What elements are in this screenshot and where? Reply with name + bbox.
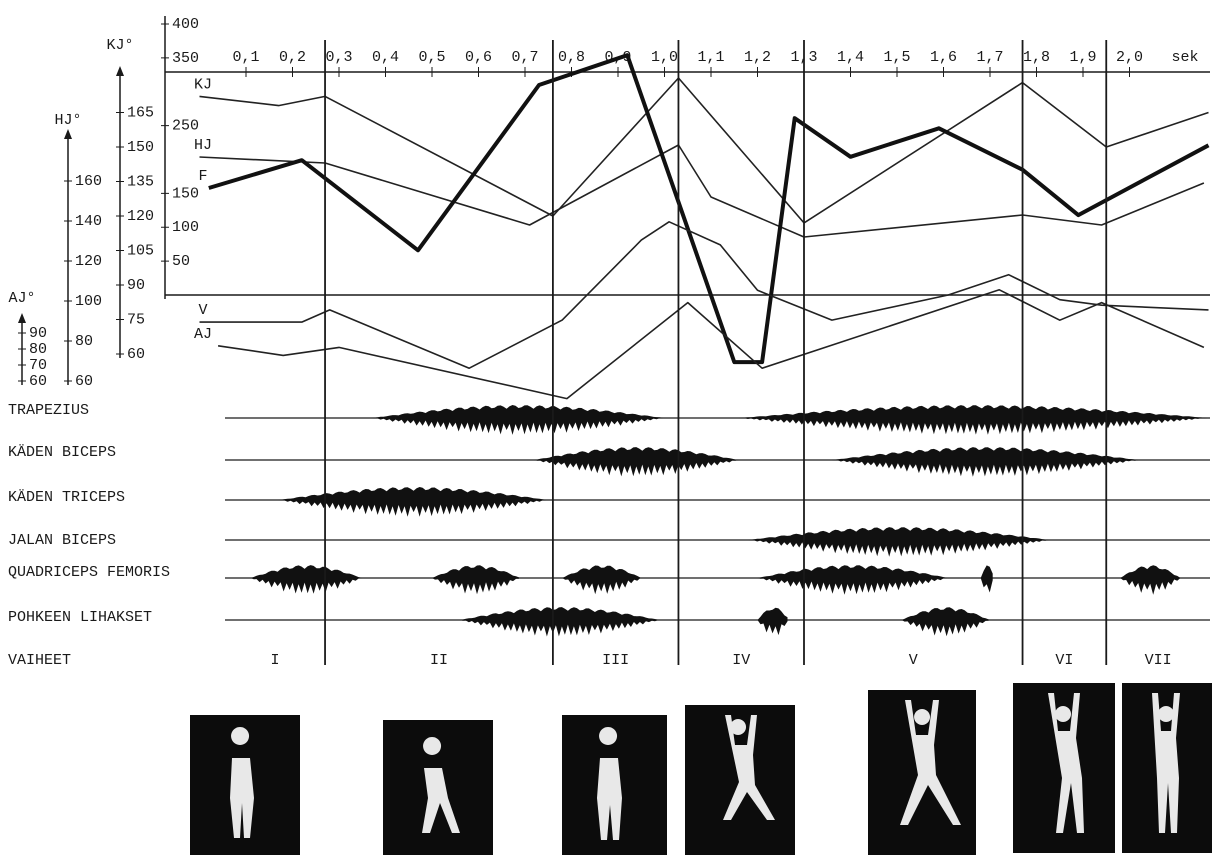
emg-burst bbox=[562, 566, 640, 595]
x-unit: sek bbox=[1171, 49, 1198, 66]
emg-burst bbox=[758, 565, 947, 595]
emg-burst bbox=[748, 527, 1048, 557]
x-tick-label: 1,7 bbox=[976, 49, 1003, 66]
emg-burst bbox=[739, 405, 1207, 435]
emg-label: POHKEEN LIHAKSET bbox=[8, 609, 152, 626]
x-tick-label: 0,4 bbox=[372, 49, 399, 66]
y-tick-label: 120 bbox=[127, 208, 154, 225]
x-tick-label: 1,6 bbox=[930, 49, 957, 66]
emg-burst bbox=[279, 487, 546, 517]
y-tick-label: 100 bbox=[172, 219, 199, 236]
series-line bbox=[209, 55, 1209, 362]
x-tick-label: 0,1 bbox=[232, 49, 259, 66]
emg-burst bbox=[832, 447, 1138, 477]
y-tick-label: 250 bbox=[172, 118, 199, 135]
x-tick-label: 1,2 bbox=[744, 49, 771, 66]
x-tick-label: 1,1 bbox=[697, 49, 724, 66]
y-axis-label: HJ° bbox=[54, 112, 81, 129]
y-tick-label: 60 bbox=[75, 373, 93, 390]
x-tick-label: 1,5 bbox=[883, 49, 910, 66]
phase-label: IV bbox=[732, 652, 750, 669]
y-tick-label: 90 bbox=[127, 277, 145, 294]
series-line bbox=[200, 78, 1209, 223]
y-tick-label: 60 bbox=[127, 346, 145, 363]
emg-label: TRAPEZIUS bbox=[8, 402, 89, 419]
y-tick-label: 75 bbox=[127, 311, 145, 328]
series-label: HJ bbox=[194, 137, 212, 154]
y-tick-label: 120 bbox=[75, 253, 102, 270]
phase-label: VI bbox=[1055, 652, 1073, 669]
x-tick-label: 1,4 bbox=[837, 49, 864, 66]
y-tick-label: 150 bbox=[172, 185, 199, 202]
y-tick-label: 60 bbox=[29, 373, 47, 390]
x-tick-label: 0,6 bbox=[465, 49, 492, 66]
x-tick-label: 0,3 bbox=[325, 49, 352, 66]
emg-burst bbox=[432, 565, 519, 594]
x-tick-label: 0,7 bbox=[511, 49, 538, 66]
y-tick-label: 100 bbox=[75, 293, 102, 310]
series-label: F bbox=[198, 168, 207, 185]
emg-label: QUADRICEPS FEMORIS bbox=[8, 564, 170, 581]
phase-label: II bbox=[430, 652, 448, 669]
x-tick-label: 0,2 bbox=[279, 49, 306, 66]
y-tick-label: 350 bbox=[172, 50, 199, 67]
y-tick-label: 150 bbox=[127, 139, 154, 156]
y-axis-label: KJ° bbox=[106, 37, 133, 54]
emg-burst bbox=[372, 405, 663, 435]
phase-title: VAIHEET bbox=[8, 652, 71, 669]
axis-arrow bbox=[116, 66, 124, 76]
phase-label: VII bbox=[1145, 652, 1172, 669]
x-tick-label: 2,0 bbox=[1116, 49, 1143, 66]
series-label: AJ bbox=[194, 326, 212, 343]
x-tick-label: 1,0 bbox=[651, 49, 678, 66]
x-tick-label: 0,8 bbox=[558, 49, 585, 66]
y-axis-label: AJ° bbox=[8, 290, 35, 307]
axis-arrow bbox=[64, 129, 72, 139]
x-tick-label: 0,5 bbox=[418, 49, 445, 66]
y-tick-label: 160 bbox=[75, 173, 102, 190]
y-tick-label: 70 bbox=[29, 357, 47, 374]
y-tick-label: 105 bbox=[127, 242, 154, 259]
y-tick-label: 135 bbox=[127, 173, 154, 190]
page: 0,10,20,30,40,50,60,70,80,91,01,11,21,31… bbox=[0, 0, 1215, 865]
emg-label: KÄDEN TRICEPS bbox=[8, 488, 125, 506]
phase-label: I bbox=[271, 652, 280, 669]
emg-burst bbox=[460, 607, 658, 636]
y-tick-label: 140 bbox=[75, 213, 102, 230]
emg-label: KÄDEN BICEPS bbox=[8, 443, 116, 461]
y-tick-label: 80 bbox=[75, 333, 93, 350]
x-tick-label: 1,8 bbox=[1023, 49, 1050, 66]
emg-burst bbox=[981, 565, 993, 592]
phase-label: III bbox=[602, 652, 629, 669]
x-tick-label: 1,9 bbox=[1069, 49, 1096, 66]
y-tick-label: 90 bbox=[29, 325, 47, 342]
emg-label: JALAN BICEPS bbox=[8, 532, 116, 549]
series-line bbox=[200, 145, 1204, 237]
series-line bbox=[218, 290, 1204, 399]
y-tick-label: 50 bbox=[172, 253, 190, 270]
emg-burst bbox=[534, 447, 738, 476]
emg-burst bbox=[758, 608, 788, 635]
y-tick-label: 165 bbox=[127, 104, 154, 121]
emg-burst bbox=[902, 607, 989, 636]
y-tick-label: 400 bbox=[172, 16, 199, 33]
axis-arrow bbox=[18, 313, 26, 323]
emg-burst bbox=[251, 565, 362, 594]
y-tick-label: 80 bbox=[29, 341, 47, 358]
phase-label: V bbox=[909, 652, 918, 669]
emg-burst bbox=[1120, 565, 1180, 595]
series-label: V bbox=[198, 302, 207, 319]
series-label: KJ bbox=[194, 76, 212, 93]
figure: 0,10,20,30,40,50,60,70,80,91,01,11,21,31… bbox=[0, 0, 1215, 865]
